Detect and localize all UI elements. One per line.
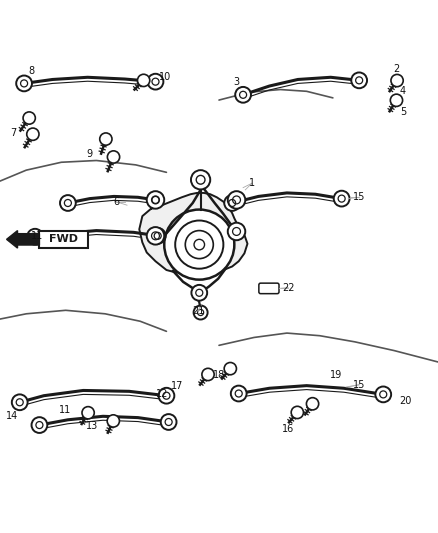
FancyBboxPatch shape xyxy=(259,283,279,294)
Circle shape xyxy=(107,415,120,427)
Circle shape xyxy=(224,195,240,211)
Text: 22: 22 xyxy=(282,282,294,293)
Circle shape xyxy=(291,406,304,418)
Text: 7: 7 xyxy=(10,128,16,138)
Text: 12: 12 xyxy=(156,389,168,399)
Circle shape xyxy=(228,223,245,240)
Text: 14: 14 xyxy=(6,411,18,421)
Text: 2: 2 xyxy=(393,63,399,74)
Text: 20: 20 xyxy=(399,397,411,406)
Circle shape xyxy=(16,76,32,91)
Circle shape xyxy=(138,74,150,86)
Circle shape xyxy=(161,414,177,430)
Circle shape xyxy=(375,386,391,402)
Circle shape xyxy=(191,285,207,301)
FancyArrow shape xyxy=(7,231,39,248)
Circle shape xyxy=(60,195,76,211)
Circle shape xyxy=(194,305,208,319)
Text: 21: 21 xyxy=(192,306,204,316)
Circle shape xyxy=(191,170,210,189)
Text: 19: 19 xyxy=(330,370,343,380)
Text: 6: 6 xyxy=(113,197,119,207)
Text: 3: 3 xyxy=(233,77,240,87)
Circle shape xyxy=(12,394,28,410)
Circle shape xyxy=(307,398,319,410)
Circle shape xyxy=(159,388,174,403)
Polygon shape xyxy=(139,193,247,273)
Text: 15: 15 xyxy=(353,379,365,390)
Circle shape xyxy=(148,74,163,90)
Text: 11: 11 xyxy=(31,231,43,241)
Text: 16: 16 xyxy=(282,424,294,434)
Circle shape xyxy=(100,133,112,145)
Text: 4: 4 xyxy=(400,86,406,96)
Circle shape xyxy=(107,151,120,163)
Circle shape xyxy=(150,228,166,244)
Text: 9: 9 xyxy=(87,149,93,159)
Circle shape xyxy=(351,72,367,88)
Circle shape xyxy=(32,417,47,433)
Circle shape xyxy=(231,386,247,401)
FancyBboxPatch shape xyxy=(39,231,88,248)
Text: 17: 17 xyxy=(171,381,184,391)
Circle shape xyxy=(82,407,94,419)
Text: 11: 11 xyxy=(59,405,71,415)
Text: 13: 13 xyxy=(86,422,98,431)
Circle shape xyxy=(23,112,35,124)
Circle shape xyxy=(147,227,164,245)
Circle shape xyxy=(390,94,403,107)
Text: 10: 10 xyxy=(159,72,172,82)
Circle shape xyxy=(27,229,43,245)
Circle shape xyxy=(224,362,237,375)
Circle shape xyxy=(27,128,39,140)
Circle shape xyxy=(391,75,403,87)
Text: FWD: FWD xyxy=(49,235,78,244)
Circle shape xyxy=(235,87,251,103)
Text: 8: 8 xyxy=(28,66,35,76)
Circle shape xyxy=(147,191,164,209)
Circle shape xyxy=(148,192,163,208)
Text: 5: 5 xyxy=(400,107,406,117)
Circle shape xyxy=(164,209,234,280)
Text: 1: 1 xyxy=(249,178,255,188)
Text: 18: 18 xyxy=(213,370,225,380)
Circle shape xyxy=(202,368,214,381)
Text: 15: 15 xyxy=(353,192,365,203)
Circle shape xyxy=(334,191,350,206)
Circle shape xyxy=(228,191,245,209)
